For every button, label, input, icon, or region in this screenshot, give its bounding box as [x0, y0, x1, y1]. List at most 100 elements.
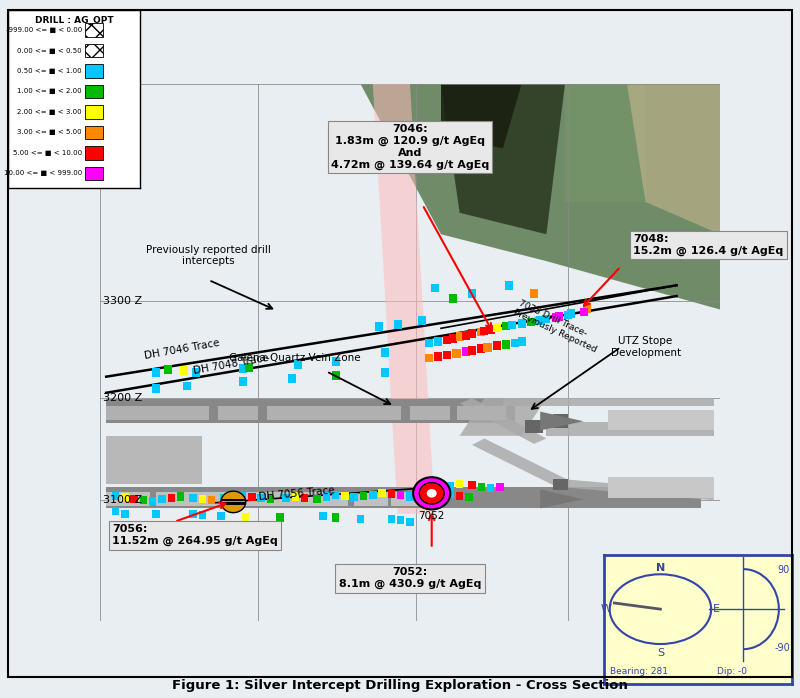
Text: 7056:
11.52m @ 264.95 g/t AgEq: 7056: 11.52m @ 264.95 g/t AgEq [112, 524, 278, 547]
Bar [221, 503, 246, 505]
Bar [217, 512, 225, 520]
Bar [462, 347, 470, 356]
Bar [106, 399, 515, 424]
Text: UTZ Stope
Development: UTZ Stope Development [610, 336, 681, 358]
Bar [397, 491, 405, 500]
Bar [369, 491, 377, 499]
Bar [106, 487, 702, 508]
Text: 3200 Z: 3200 Z [103, 393, 142, 403]
Bar [156, 492, 348, 505]
Text: -999.00 <= ■ < 0.00: -999.00 <= ■ < 0.00 [6, 27, 82, 33]
Text: W: W [600, 604, 611, 614]
Bar [238, 364, 246, 373]
Bar [608, 477, 714, 498]
Bar [266, 495, 274, 503]
Bar [418, 491, 426, 500]
Bar [553, 415, 568, 428]
Bar [418, 486, 426, 493]
Bar [483, 343, 491, 352]
Bar [182, 382, 191, 390]
Bar [208, 496, 215, 504]
Bar [552, 313, 560, 322]
Bar [434, 337, 442, 346]
Bar [394, 320, 402, 329]
Bar [276, 514, 283, 521]
Bar [443, 336, 451, 344]
Polygon shape [565, 84, 646, 202]
Bar [493, 341, 501, 350]
Bar [446, 482, 454, 490]
Bar [301, 493, 308, 502]
Bar [354, 492, 388, 505]
Bar [331, 357, 340, 366]
Bar [360, 492, 367, 500]
Text: 3.00 <= ■ < 5.00: 3.00 <= ■ < 5.00 [18, 129, 82, 135]
Bar [85, 126, 103, 139]
Bar [468, 346, 476, 355]
Bar [502, 322, 510, 330]
Bar [218, 406, 258, 419]
Bar [457, 406, 506, 419]
Bar [167, 493, 175, 502]
Bar [505, 281, 514, 290]
Text: DH 7046 Trace: DH 7046 Trace [143, 339, 220, 362]
Bar [239, 492, 246, 500]
Polygon shape [472, 438, 571, 488]
Polygon shape [373, 84, 435, 514]
Text: Previously reported drill
intercepts: Previously reported drill intercepts [146, 245, 271, 267]
Text: S: S [657, 648, 664, 658]
Bar [418, 316, 426, 325]
Bar [190, 493, 197, 502]
Bar [198, 511, 206, 519]
Text: Galena-Quartz Vein Zone: Galena-Quartz Vein Zone [230, 353, 361, 363]
Polygon shape [540, 489, 584, 508]
Text: 7046:
1.83m @ 120.9 g/t AgEq
And
4.72m @ 139.64 g/t AgEq: 7046: 1.83m @ 120.9 g/t AgEq And 4.72m @… [331, 124, 489, 170]
Bar [158, 495, 166, 503]
Bar [478, 328, 486, 336]
Text: 3300 Z: 3300 Z [103, 297, 142, 306]
Text: -90: -90 [774, 643, 790, 653]
Bar [478, 344, 486, 353]
Bar [455, 332, 464, 341]
Bar [288, 374, 296, 383]
Bar [350, 493, 358, 501]
Bar [443, 351, 451, 359]
Bar [121, 493, 129, 501]
Bar [319, 512, 327, 521]
Bar [106, 436, 202, 484]
Polygon shape [459, 398, 546, 436]
Bar [341, 492, 349, 500]
Bar [177, 493, 184, 500]
Bar [493, 323, 501, 332]
Bar [527, 318, 535, 326]
Bar [85, 44, 103, 57]
Bar [428, 493, 435, 500]
Bar [582, 304, 590, 313]
Bar [397, 516, 405, 524]
Bar [85, 105, 103, 119]
Bar [502, 340, 510, 349]
Polygon shape [540, 412, 584, 431]
Text: 7048:
15.2m @ 126.4 g/t AgEq: 7048: 15.2m @ 126.4 g/t AgEq [634, 234, 783, 255]
Bar [140, 496, 147, 505]
Bar [425, 339, 433, 347]
Bar [221, 498, 246, 501]
Text: 3100 Z: 3100 Z [103, 496, 142, 505]
Bar [608, 410, 714, 431]
Bar [391, 492, 435, 505]
Bar [518, 319, 526, 328]
Bar [375, 322, 383, 331]
Bar [267, 406, 401, 419]
Bar [245, 363, 253, 372]
Polygon shape [441, 84, 565, 235]
Bar [381, 348, 390, 357]
Text: E: E [714, 604, 720, 614]
Bar [331, 371, 340, 380]
Bar [112, 507, 119, 515]
Bar [152, 510, 159, 518]
Text: 90: 90 [778, 565, 790, 575]
Polygon shape [546, 422, 714, 436]
Bar [478, 483, 485, 491]
Circle shape [221, 491, 246, 512]
Bar [468, 289, 476, 297]
